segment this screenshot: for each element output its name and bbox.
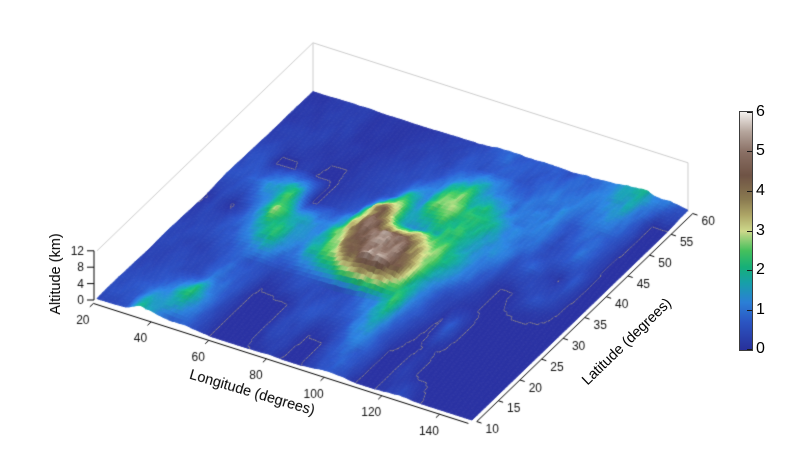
colorbar-tickmark bbox=[747, 349, 752, 350]
colorbar-tickmark bbox=[747, 310, 752, 311]
colorbar-tick-label: 5 bbox=[756, 142, 765, 159]
colorbar-tickmark bbox=[747, 231, 752, 232]
colorbar-tick-label: 4 bbox=[756, 182, 765, 199]
colorbar-tick-label: 0 bbox=[756, 340, 765, 357]
colorbar-tick-label: 6 bbox=[756, 103, 765, 120]
colorbar: 0 1 2 3 4 5 6 bbox=[739, 103, 765, 357]
colorbar-tick-label: 2 bbox=[756, 261, 765, 278]
colorbar-tickmark bbox=[747, 112, 752, 113]
colorbar-tickmark bbox=[747, 270, 752, 271]
z-axis-title: Altitude (km) bbox=[48, 233, 64, 315]
colorbar-tick-label: 1 bbox=[756, 301, 765, 318]
colorbar-tickmark bbox=[747, 191, 752, 192]
colorbar-tickmark bbox=[747, 151, 752, 152]
colorbar-gradient bbox=[739, 111, 753, 351]
colorbar-tick-label: 3 bbox=[756, 222, 765, 239]
